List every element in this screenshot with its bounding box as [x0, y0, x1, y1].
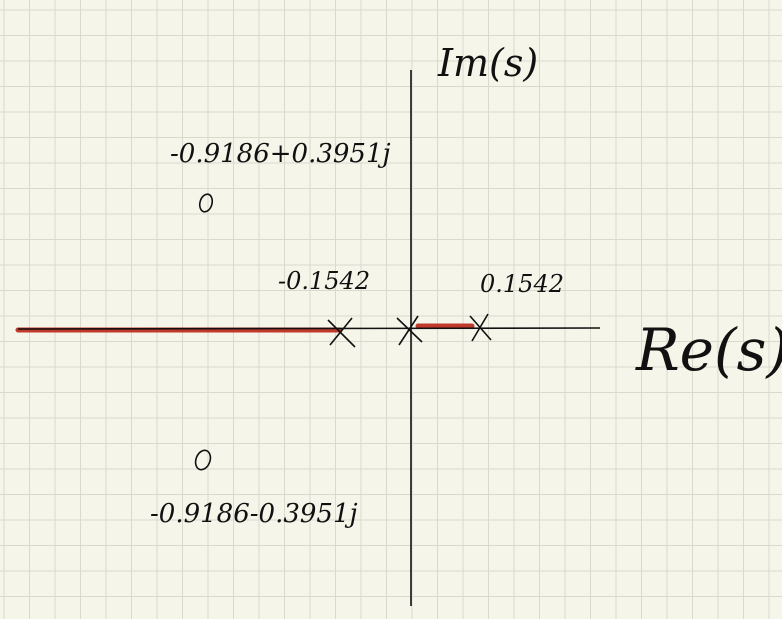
pole-label: 0.1542: [480, 270, 564, 298]
real-axis: [17, 327, 601, 330]
zero-marker: [194, 449, 212, 471]
pole-marker: [396, 315, 423, 346]
zero-label: -0.9186+0.3951j: [170, 139, 391, 169]
real-axis-label: Re(s): [635, 316, 782, 384]
zero-label: -0.9186-0.3951j: [150, 499, 358, 529]
pole-label: -0.1542: [278, 267, 370, 295]
pole-marker: [327, 317, 356, 348]
imaginary-axis-label: Im(s): [437, 41, 538, 85]
pole-marker: [469, 313, 492, 342]
zero-marker: [198, 193, 214, 213]
